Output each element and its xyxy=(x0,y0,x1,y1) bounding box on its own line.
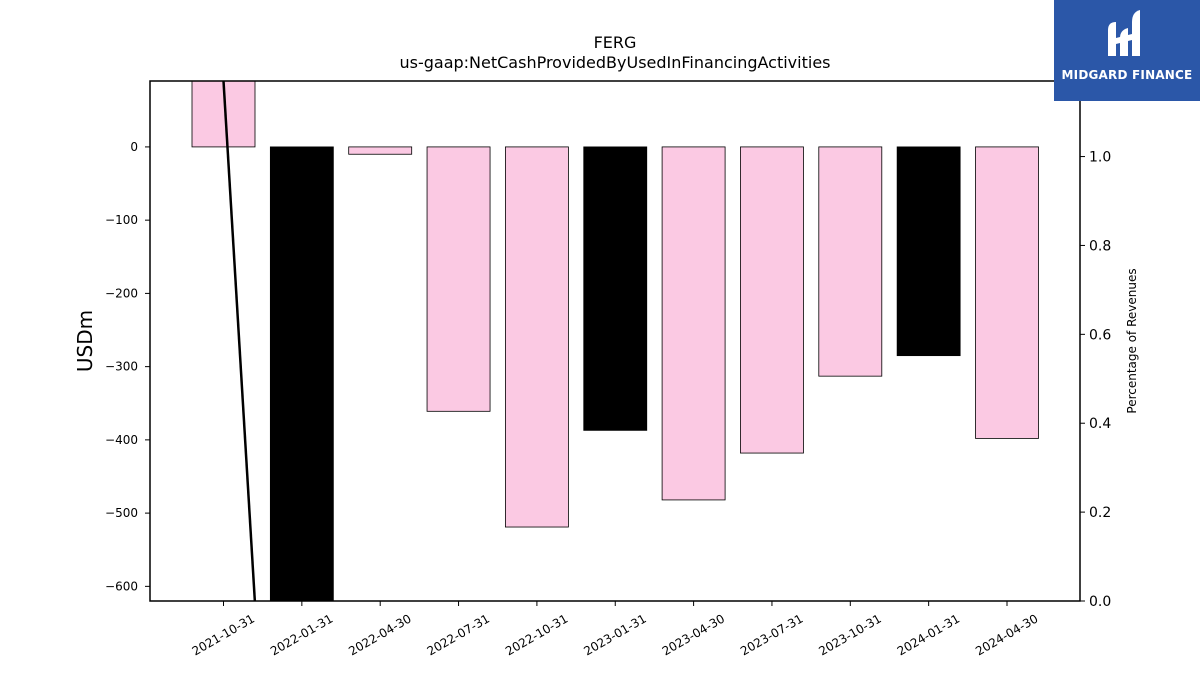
bar-2023-01-31 xyxy=(583,146,648,431)
bar-2023-04-30 xyxy=(661,146,726,501)
x-tick-label: 2024-01-31 xyxy=(895,611,962,658)
x-tick-label: 2023-07-31 xyxy=(738,611,805,658)
y2-axis-label: Percentage of Revenues xyxy=(1125,268,1139,413)
bar-2023-07-31 xyxy=(740,146,804,454)
logo-text: MIDGARD FINANCE xyxy=(1061,68,1193,82)
bar-2022-01-31 xyxy=(269,146,334,602)
y2-tick-label: 0.4 xyxy=(1089,416,1111,432)
x-tick-label: 2023-01-31 xyxy=(581,611,648,658)
chart-subtitle: us-gaap:NetCashProvidedByUsedInFinancing… xyxy=(399,53,830,72)
x-tick-label: 2022-04-30 xyxy=(346,611,413,658)
y-tick-label: −600 xyxy=(105,579,138,593)
y2-tick-label: 0.0 xyxy=(1089,594,1111,610)
y2-tick-label: 1.0 xyxy=(1089,150,1111,166)
y-tick-label: −100 xyxy=(105,213,138,227)
bar-group xyxy=(191,80,1039,602)
y2-tick-label: 0.2 xyxy=(1089,505,1111,521)
ratio-line-group xyxy=(222,80,257,602)
y-tick-label: 0 xyxy=(130,140,138,154)
x-axis: 2021-10-31 2022-01-31 2022-04-30 2022-07-31… xyxy=(190,601,1041,658)
y2-tick-label: 0.8 xyxy=(1089,238,1111,254)
y-tick-label: −400 xyxy=(105,433,138,447)
y-axis-label: USDm xyxy=(73,310,97,372)
x-tick-label: 2022-10-31 xyxy=(503,611,570,658)
bar-2024-04-30 xyxy=(975,146,1039,439)
ratio-line xyxy=(222,80,257,602)
x-tick-label: 2021-10-31 xyxy=(190,611,257,658)
x-tick-label: 2024-04-30 xyxy=(973,611,1040,658)
bar-2023-10-31 xyxy=(818,146,883,377)
logo-mark-icon xyxy=(1108,10,1140,56)
y2-tick-label: 0.6 xyxy=(1089,327,1111,343)
y-axis: 0 −100 −200 −300 −400 −500 −600 xyxy=(105,140,150,593)
y-tick-label: −300 xyxy=(105,360,138,374)
bar-2024-01-31 xyxy=(896,146,961,357)
y-tick-label: −500 xyxy=(105,506,138,520)
bar-2022-07-31 xyxy=(426,146,491,412)
x-tick-label: 2023-10-31 xyxy=(816,611,883,658)
bar-2022-04-30 xyxy=(348,146,413,155)
x-tick-label: 2022-07-31 xyxy=(425,611,492,658)
x-tick-label: 2022-01-31 xyxy=(268,611,335,658)
y-tick-label: −200 xyxy=(105,286,138,300)
midgard-finance-logo: MIDGARD FINANCE xyxy=(1054,0,1200,101)
chart-title: FERG xyxy=(594,33,637,52)
bar-2022-10-31 xyxy=(504,146,569,528)
x-tick-label: 2023-04-30 xyxy=(660,611,727,658)
y2-axis: 0.0 0.2 0.4 0.6 0.8 1.0 xyxy=(1080,150,1111,610)
